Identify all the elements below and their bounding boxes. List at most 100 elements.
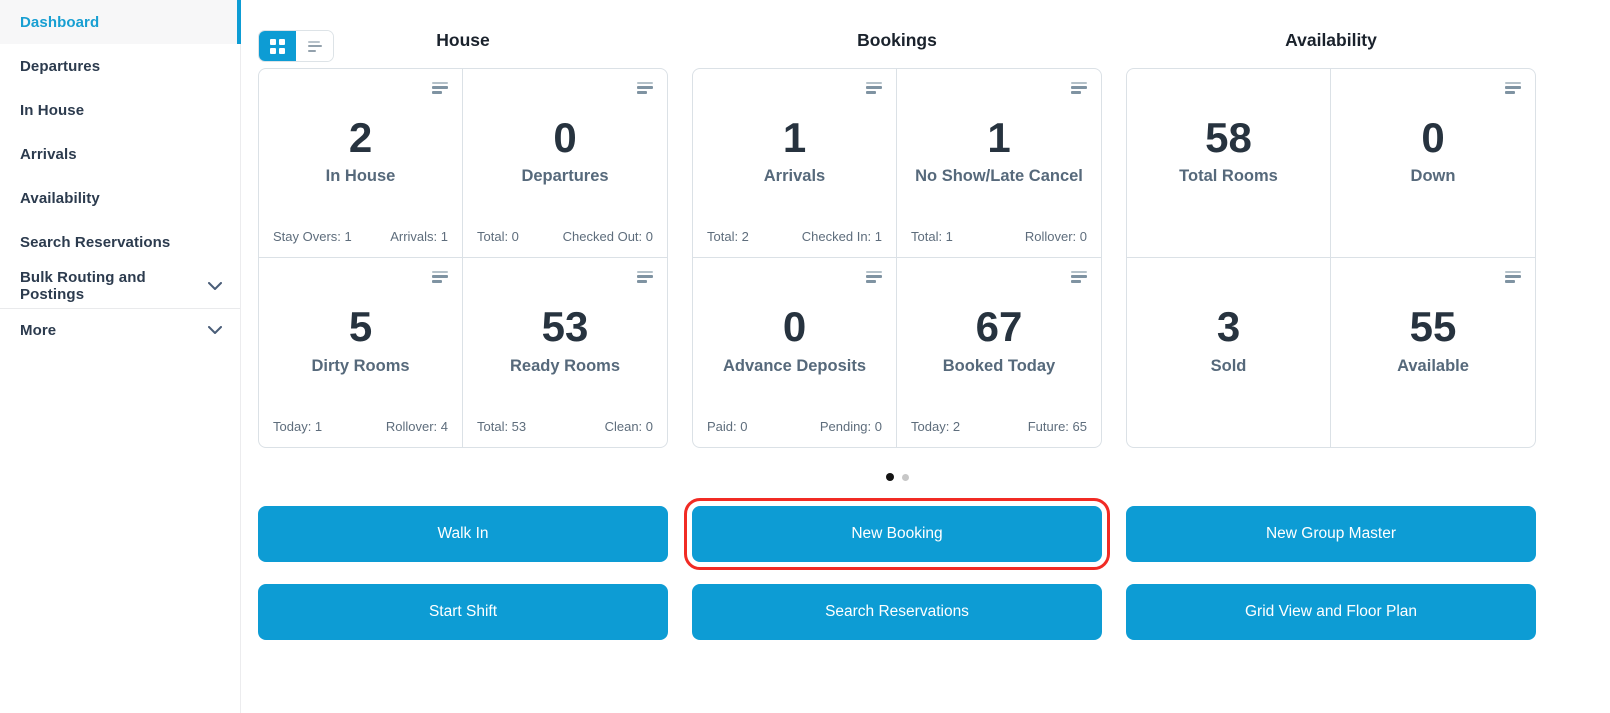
stat-footer: Today: 1 Rollover: 4 [259,419,462,447]
stat-footer-left: Total: 2 [707,229,749,244]
stat-footer-left: Today: 1 [273,419,323,434]
card-options-icon[interactable] [1505,271,1521,283]
stat-card-no-show-late-cancel[interactable]: 1 No Show/Late Cancel Total: 1 Rollover:… [897,69,1101,258]
stat-card-in-house[interactable]: 2 In House Stay Overs: 1 Arrivals: 1 [259,69,463,258]
card-options-icon[interactable] [432,82,448,94]
stat-footer: Today: 2 Future: 65 [897,419,1101,447]
stat-footer-right: Rollover: 0 [1024,229,1087,244]
sidebar-item-label: Bulk Routing and Postings [20,269,146,303]
stat-card-sold[interactable]: 3 Sold [1127,258,1331,447]
sidebar-item-label: Search Reservations [20,233,171,251]
stat-value: 3 [1216,303,1241,351]
stat-footer: Total: 1 Rollover: 0 [897,229,1101,257]
stat-card-advance-deposits[interactable]: 0 Advance Deposits Paid: 0 Pending: 0 [693,258,897,447]
sidebar-item-label: Departures [20,57,101,75]
card-options-icon[interactable] [637,82,653,94]
stat-footer: Total: 2 Checked In: 1 [693,229,896,257]
stat-label: Booked Today [942,356,1056,375]
stat-label: Total Rooms [1179,167,1278,186]
main-content: House 2 In House Stay Overs: 1 Arrivals:… [241,0,1610,713]
stat-value: 2 [348,113,373,161]
stat-card-booked-today[interactable]: 67 Booked Today Today: 2 Future: 65 [897,258,1101,447]
chevron-down-icon [208,281,222,291]
start-shift-button[interactable]: Start Shift [258,584,668,640]
stat-footer-left: Total: 0 [477,229,519,244]
section-title-availability: Availability [1285,30,1377,50]
stat-footer-right: Rollover: 4 [385,419,448,434]
stat-card-total-rooms[interactable]: 58 Total Rooms [1127,69,1331,258]
stat-footer-left: Today: 2 [911,419,961,434]
sidebar-item-more[interactable]: More [0,308,240,352]
view-toggle [258,30,334,62]
pagination-dot-2[interactable] [901,473,909,481]
sidebar-item-availability[interactable]: Availability [0,176,240,220]
section-title-bookings: Bookings [857,30,937,50]
card-options-icon[interactable] [1505,82,1521,94]
stat-footer-left: Stay Overs: 1 [273,229,352,244]
grid-view-button[interactable] [259,31,296,61]
new-booking-button[interactable]: New Booking [684,498,1110,570]
sidebar-item-in-house[interactable]: In House [0,88,240,132]
stat-footer-right: Checked In: 1 [801,229,882,244]
stat-label: Departures [521,167,609,186]
carousel-pagination [692,448,1102,506]
stat-label: In House [325,167,396,186]
sidebar-item-search-reservations[interactable]: Search Reservations [0,220,240,264]
sidebar-item-departures[interactable]: Departures [0,44,240,88]
card-options-icon[interactable] [1071,82,1087,94]
sidebar-item-label: In House [20,101,85,119]
spacer [1126,448,1536,506]
bookings-actions: New Booking Search Reservations [684,498,1110,640]
card-options-icon[interactable] [432,271,448,283]
card-options-icon[interactable] [866,271,882,283]
stat-label: Ready Rooms [509,356,621,375]
sidebar-item-arrivals[interactable]: Arrivals [0,132,240,176]
sidebar-item-bulk-routing-and-postings[interactable]: Bulk Routing and Postings [0,264,240,308]
card-options-icon[interactable] [637,271,653,283]
sidebar-item-label: Dashboard [20,13,100,31]
stat-footer-right: Future: 65 [1027,419,1087,434]
bookings-section: Bookings 1 Arrivals Total: 2 Checked In:… [684,30,1110,640]
list-view-button[interactable] [296,31,333,61]
search-reservations-button[interactable]: Search Reservations [692,584,1102,640]
list-view-icon [307,40,322,52]
card-options-icon[interactable] [1071,271,1087,283]
stat-card-down[interactable]: 0 Down [1331,69,1535,258]
spacer [258,448,668,506]
stat-columns: House 2 In House Stay Overs: 1 Arrivals:… [258,30,1610,640]
stat-footer-left: Paid: 0 [707,419,748,434]
stat-card-available[interactable]: 55 Available [1331,258,1535,447]
sidebar-item-dashboard[interactable]: Dashboard [0,0,241,44]
stat-value: 58 [1205,113,1252,161]
stat-card-departures[interactable]: 0 Departures Total: 0 Checked Out: 0 [463,69,667,258]
stat-card-ready-rooms[interactable]: 53 Ready Rooms Total: 53 Clean: 0 [463,258,667,447]
pagination-dot-1[interactable] [885,473,894,481]
grid-view-icon [270,38,285,54]
sidebar-item-label: Arrivals [20,145,77,163]
house-card-grid: 2 In House Stay Overs: 1 Arrivals: 1 0 D… [258,68,668,448]
walk-in-button[interactable]: Walk In [258,506,668,562]
availability-card-grid: 58 Total Rooms 0 Down 3 Sold 55 [1126,68,1536,448]
new-group-master-button[interactable]: New Group Master [1126,506,1536,562]
section-title-house: House [436,30,490,50]
stat-footer-right: Checked Out: 0 [562,229,653,244]
availability-actions: New Group Master Grid View and Floor Pla… [1126,506,1536,640]
stat-card-dirty-rooms[interactable]: 5 Dirty Rooms Today: 1 Rollover: 4 [259,258,463,447]
stat-value: 1 [987,113,1011,161]
stat-value: 1 [782,113,807,161]
stat-footer: Stay Overs: 1 Arrivals: 1 [259,229,462,257]
stat-footer-right: Arrivals: 1 [390,229,448,244]
card-options-icon[interactable] [866,82,882,94]
stat-footer-right: Clean: 0 [604,419,653,434]
availability-section: Availability 58 Total Rooms 0 Down 3 Sol… [1126,30,1536,640]
stat-footer: Total: 0 Checked Out: 0 [463,229,667,257]
grid-view-and-floor-plan-button[interactable]: Grid View and Floor Plan [1126,584,1536,640]
sidebar-item-label: More [20,322,57,339]
stat-label: Down [1410,167,1456,186]
stat-label: Advance Deposits [722,356,867,375]
house-section: House 2 In House Stay Overs: 1 Arrivals:… [258,30,668,640]
stat-label: Sold [1210,356,1247,375]
stat-card-arrivals[interactable]: 1 Arrivals Total: 2 Checked In: 1 [693,69,897,258]
stat-value: 67 [975,303,1023,351]
